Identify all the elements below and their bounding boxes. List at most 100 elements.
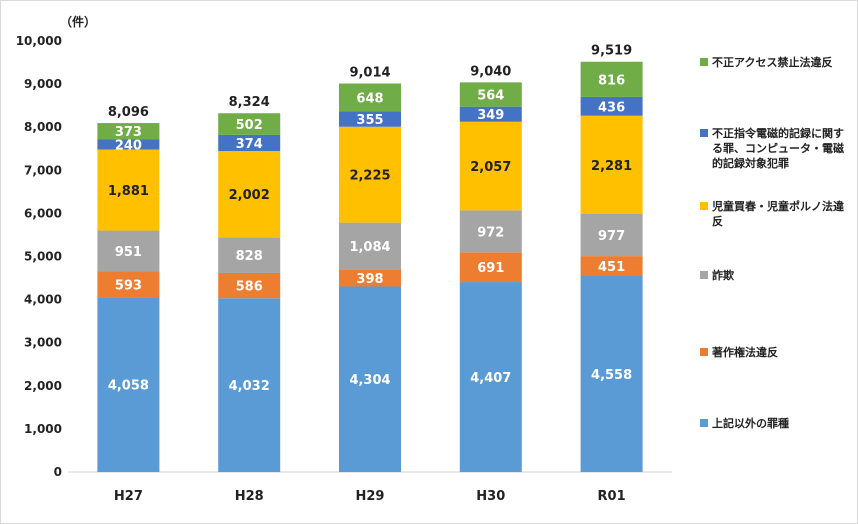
- bar-segment: [218, 237, 281, 273]
- bar-segment: [459, 210, 522, 253]
- bar-total-label: 8,096: [108, 105, 149, 120]
- bar-data-label: 502: [236, 118, 263, 133]
- bar-segment: [97, 123, 160, 140]
- bar-segment: [459, 252, 522, 283]
- bar-data-label: 593: [115, 278, 142, 293]
- bar-segment: [339, 286, 401, 472]
- legend-item: 児童買春・児童ポルノ法違反: [700, 199, 848, 229]
- bar-data-label: 4,558: [591, 368, 632, 383]
- bar-data-label: 972: [477, 225, 504, 240]
- x-tick-label: H27: [114, 489, 143, 504]
- stacked-bar-chart: （件） 0 1,000 2,000 3,000 4,000 5,000 6,000 7,000…: [16, 14, 672, 504]
- bar-segment: [339, 269, 401, 287]
- bar-segment: [218, 150, 281, 238]
- bar-data-label: 977: [598, 229, 625, 244]
- legend: 不正アクセス禁止法違反不正指令電磁的記録に関する罪、コンピュータ・電磁的記録対象…: [700, 0, 850, 524]
- bar-total-label: 9,040: [470, 64, 511, 79]
- bar-data-label: 374: [236, 137, 263, 152]
- y-tick-label: 3,000: [24, 336, 62, 350]
- legend-item: 不正指令電磁的記録に関する罪、コンピュータ・電磁的記録対象犯罪: [700, 126, 848, 171]
- bar-data-label: 1,084: [349, 240, 390, 255]
- bar-data-label: 373: [115, 125, 142, 140]
- bar-segment: [459, 121, 522, 211]
- bar-data-label: 4,032: [229, 379, 270, 394]
- bar-segment: [459, 106, 522, 122]
- bar-data-label: 828: [236, 249, 263, 264]
- bar-data-label: 691: [477, 261, 504, 276]
- bar-segment: [218, 113, 281, 135]
- bar-total-label: 8,324: [229, 95, 270, 110]
- bar-segment: [218, 134, 281, 151]
- bar-data-label: 436: [598, 100, 625, 115]
- y-tick-label: 8,000: [24, 120, 62, 134]
- bar-data-label: 564: [477, 89, 504, 104]
- bar-segment: [218, 272, 281, 299]
- legend-swatch: [700, 271, 708, 279]
- bar-data-label: 648: [356, 91, 383, 106]
- x-tick-label: H28: [235, 489, 264, 504]
- x-tick-label: H30: [476, 489, 505, 504]
- legend-label: 不正アクセス禁止法違反: [712, 56, 833, 69]
- bar-segment: [339, 126, 401, 223]
- bar-segment: [97, 139, 160, 150]
- legend-item: 著作権法違反: [700, 345, 848, 360]
- y-tick-label: 0: [54, 465, 62, 479]
- y-axis-unit-label: （件）: [60, 14, 96, 29]
- legend-swatch: [700, 202, 708, 210]
- bar-segment: [580, 61, 643, 97]
- bar-segment: [97, 149, 160, 231]
- bar-segment: [218, 298, 281, 472]
- x-tick-label: H29: [356, 489, 385, 504]
- bar-data-label: 951: [115, 245, 142, 260]
- bar-data-label: 349: [477, 108, 504, 123]
- legend-swatch: [700, 58, 708, 66]
- bar-segment: [580, 275, 643, 472]
- legend-label: 上記以外の罪種: [712, 417, 789, 430]
- legend-item: 不正アクセス禁止法違反: [700, 55, 848, 70]
- bar-segment: [580, 96, 643, 116]
- legend-swatch: [700, 419, 708, 427]
- bar-segment: [97, 297, 160, 472]
- y-tick-label: 5,000: [24, 250, 62, 264]
- bar-total-label: 9,519: [591, 44, 632, 59]
- bar-segment: [459, 82, 522, 107]
- y-tick-label: 1,000: [24, 422, 62, 436]
- x-tick-label: R01: [598, 489, 626, 504]
- bar-segment: [339, 222, 401, 270]
- bar-data-label: 2,225: [349, 169, 390, 184]
- bar-data-label: 2,281: [591, 159, 632, 174]
- bar-segment: [580, 256, 643, 276]
- bar-data-label: 2,057: [470, 160, 511, 175]
- bar-data-label: 586: [236, 280, 263, 295]
- y-axis: 0 1,000 2,000 3,000 4,000 5,000 6,000 7,000 8,00…: [16, 34, 672, 479]
- bar-data-label: 240: [115, 138, 142, 153]
- bar-total-label: 9,014: [349, 65, 390, 80]
- bar-data-label: 2,002: [229, 188, 270, 203]
- y-tick-label: 2,000: [24, 379, 62, 393]
- legend-swatch: [700, 348, 708, 356]
- y-tick-label: 4,000: [24, 293, 62, 307]
- legend-label: 著作権法違反: [712, 346, 778, 359]
- bar-segment: [580, 214, 643, 257]
- bar-segment: [339, 83, 401, 112]
- legend-item: 上記以外の罪種: [700, 416, 848, 431]
- bar-data-label: 355: [356, 113, 383, 128]
- y-tick-label: 6,000: [24, 206, 62, 220]
- bar-data-label: 4,304: [349, 373, 390, 388]
- bar-data-label: 1,881: [108, 184, 149, 199]
- bar-data-label: 451: [598, 260, 625, 275]
- y-tick-label: 10,000: [16, 34, 62, 48]
- bar-data-label: 4,407: [470, 371, 511, 386]
- legend-label: 児童買春・児童ポルノ法違反: [712, 200, 844, 228]
- legend-swatch: [700, 129, 708, 137]
- bar-data-label: 4,058: [108, 379, 149, 394]
- bar-segment: [339, 111, 401, 127]
- bar-data-label: 816: [598, 73, 625, 88]
- legend-label: 不正指令電磁的記録に関する罪、コンピュータ・電磁的記録対象犯罪: [712, 127, 844, 170]
- y-tick-label: 7,000: [24, 163, 62, 177]
- bar-segment: [459, 282, 522, 472]
- legend-label: 詐欺: [712, 269, 734, 282]
- y-tick-label: 9,000: [24, 77, 62, 91]
- bar-data-label: 398: [356, 272, 383, 287]
